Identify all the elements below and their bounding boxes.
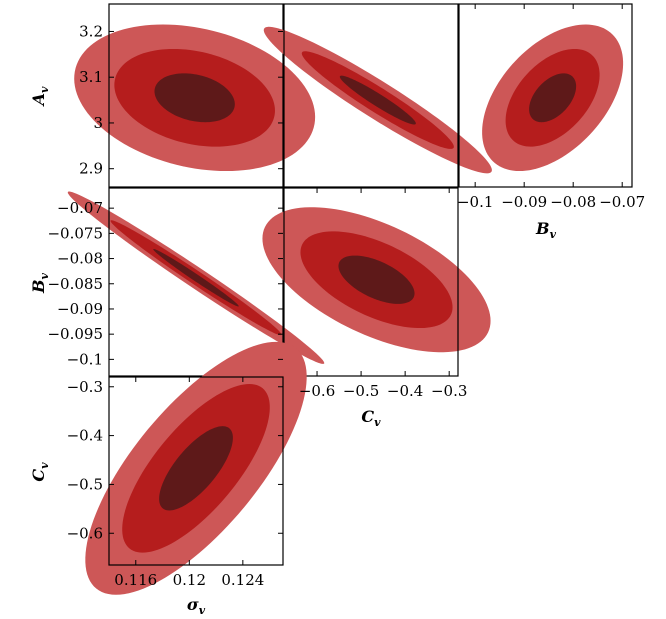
tick-label: 2.9 [79,160,103,178]
tick-label: −0.09 [501,193,547,211]
tick-label: −0.085 [47,275,103,293]
axis-label: Cv [29,462,51,482]
panel-C-B [262,187,491,377]
tick-label: −0.08 [550,193,596,211]
tick-label: −0.075 [47,224,103,242]
panel-frame [283,187,459,377]
panel-B-A [458,3,633,188]
tick-label: −0.4 [387,382,423,400]
tick-label: −0.07 [57,199,103,217]
tick-label: −0.1 [67,350,103,368]
contour-1sigma [339,75,416,125]
panel-frame [108,376,284,566]
tick-label: −0.08 [57,250,103,268]
tick-label: −0.4 [67,427,103,445]
panel-C-A [263,3,492,188]
tick-label: 0.116 [114,571,157,589]
tick-label: −0.3 [67,378,103,396]
panel-frame [108,3,284,188]
tick-label: 3 [93,114,103,132]
axis-label: Av [29,86,51,107]
panel-frame [458,3,633,188]
tick-label: −0.6 [299,382,335,400]
tick-label: −0.07 [599,193,645,211]
contour-1sigma [338,255,415,304]
tick-label: −0.09 [57,300,103,318]
contour-1sigma [154,73,235,123]
contour-1sigma [159,426,233,511]
panel-sigma-C [85,341,307,595]
axis-label: Cv [361,407,381,429]
panel-frame [108,187,284,377]
contour-1sigma [153,248,239,307]
axis-label: Bv [29,272,51,294]
axis-label: Bv [535,219,557,241]
tick-label: −0.5 [343,382,379,400]
tick-label: −0.095 [47,325,103,343]
tick-label: −0.3 [431,382,467,400]
tick-label: −0.1 [457,193,493,211]
tick-label: 3.1 [79,68,103,86]
tick-label: −0.5 [67,475,103,493]
tick-label: −0.6 [67,524,103,542]
panel-sigma-B [67,187,325,377]
tick-label: 0.124 [221,571,264,589]
tick-label: 0.12 [173,571,206,589]
panel-frame [283,3,459,188]
contour-1sigma [529,73,577,123]
tick-label: 3.2 [79,22,103,40]
panel-sigma-A [74,3,316,188]
axis-label: σv [187,595,206,617]
